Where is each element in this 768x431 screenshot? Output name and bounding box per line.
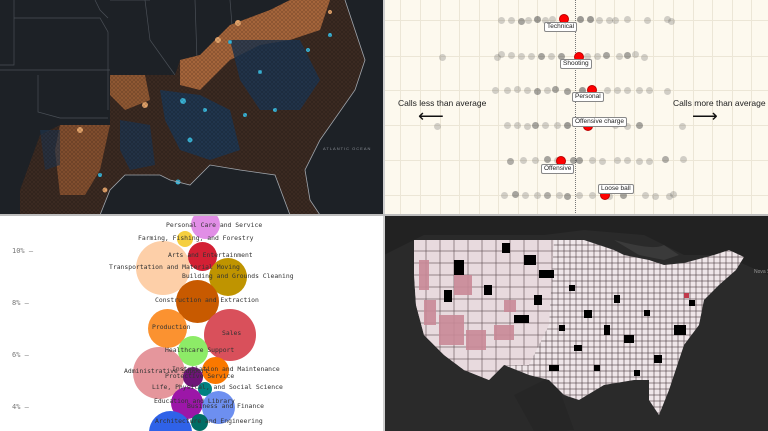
y-tick-10: 10% —	[12, 247, 34, 255]
county-choropleth-map-panel[interactable]: Nova S	[384, 215, 768, 431]
bubble-architecture[interactable]	[191, 414, 208, 431]
bubble-protective[interactable]	[183, 367, 203, 387]
label-personal-care: Personal Care and Service	[166, 221, 263, 229]
offensive-charge-tag: Offensive charge	[572, 117, 628, 127]
label-building: Building and Grounds Cleaning	[182, 272, 294, 280]
bubble-life-science[interactable]	[198, 382, 212, 396]
label-healthcare: Healthcare Support	[165, 346, 235, 354]
offensive-tag: Offensive	[541, 164, 575, 174]
bubble-healthcare[interactable]	[178, 336, 208, 366]
label-arts: Arts and Entertainment	[168, 251, 253, 259]
label-life-science: Life, Physical, and Social Science	[152, 383, 283, 391]
bubble-sales[interactable]	[204, 309, 256, 361]
less-than-average-label: Calls less than average	[398, 98, 487, 108]
bubble-bottom-blue[interactable]	[149, 411, 192, 431]
y-tick-4: 4% —	[12, 403, 29, 411]
ocean-label: ATLANTIC OCEAN	[323, 146, 372, 151]
left-arrow-icon: ⟵	[418, 106, 444, 126]
more-than-average-label: Calls more than average	[673, 98, 766, 108]
label-sales: Sales	[222, 329, 242, 337]
average-line	[575, 0, 576, 215]
bubble-farming[interactable]	[177, 231, 193, 247]
foul-calls-chart-panel[interactable]: Technical Shooting Personal Offensive ch…	[384, 0, 768, 215]
nova-scotia-label: Nova S	[754, 269, 768, 275]
personal-tag: Personal	[572, 92, 604, 102]
technical-tag: Technical	[544, 22, 578, 32]
label-production: Production	[152, 323, 191, 331]
hex-bin-map-panel[interactable]: ATLANTIC OCEAN	[0, 0, 384, 215]
label-transportation: Transportation and Material Moving	[109, 263, 240, 271]
label-protective: Protective Service	[165, 372, 235, 380]
loose-ball-tag: Loose ball	[598, 184, 634, 194]
label-farming: Farming, Fishing, and Forestry	[138, 234, 254, 242]
label-education: Education and Library	[154, 397, 235, 405]
label-architecture: Architecture and Engineering	[155, 417, 263, 425]
shooting-tag: Shooting	[560, 59, 592, 69]
label-business: Business and Finance	[187, 402, 264, 410]
label-construction: Construction and Extraction	[155, 296, 259, 304]
label-installation: Installation and Maintenance	[172, 365, 280, 373]
label-administrative: Administrative Support	[124, 367, 209, 375]
hex-map-graphic	[0, 0, 366, 215]
bubble-business[interactable]	[202, 391, 235, 424]
occupation-bubble-chart-panel[interactable]: 10% — 8% — 6% — 4% — Personal Care and S…	[0, 215, 384, 431]
county-map-graphic: Nova S	[384, 215, 768, 431]
horizontal-divider	[0, 214, 768, 216]
right-arrow-icon: ⟶	[692, 106, 718, 126]
bubble-installation[interactable]	[202, 357, 229, 384]
y-tick-6: 6% —	[12, 351, 29, 359]
y-tick-8: 8% —	[12, 299, 29, 307]
bubble-personal-care[interactable]	[191, 215, 220, 239]
